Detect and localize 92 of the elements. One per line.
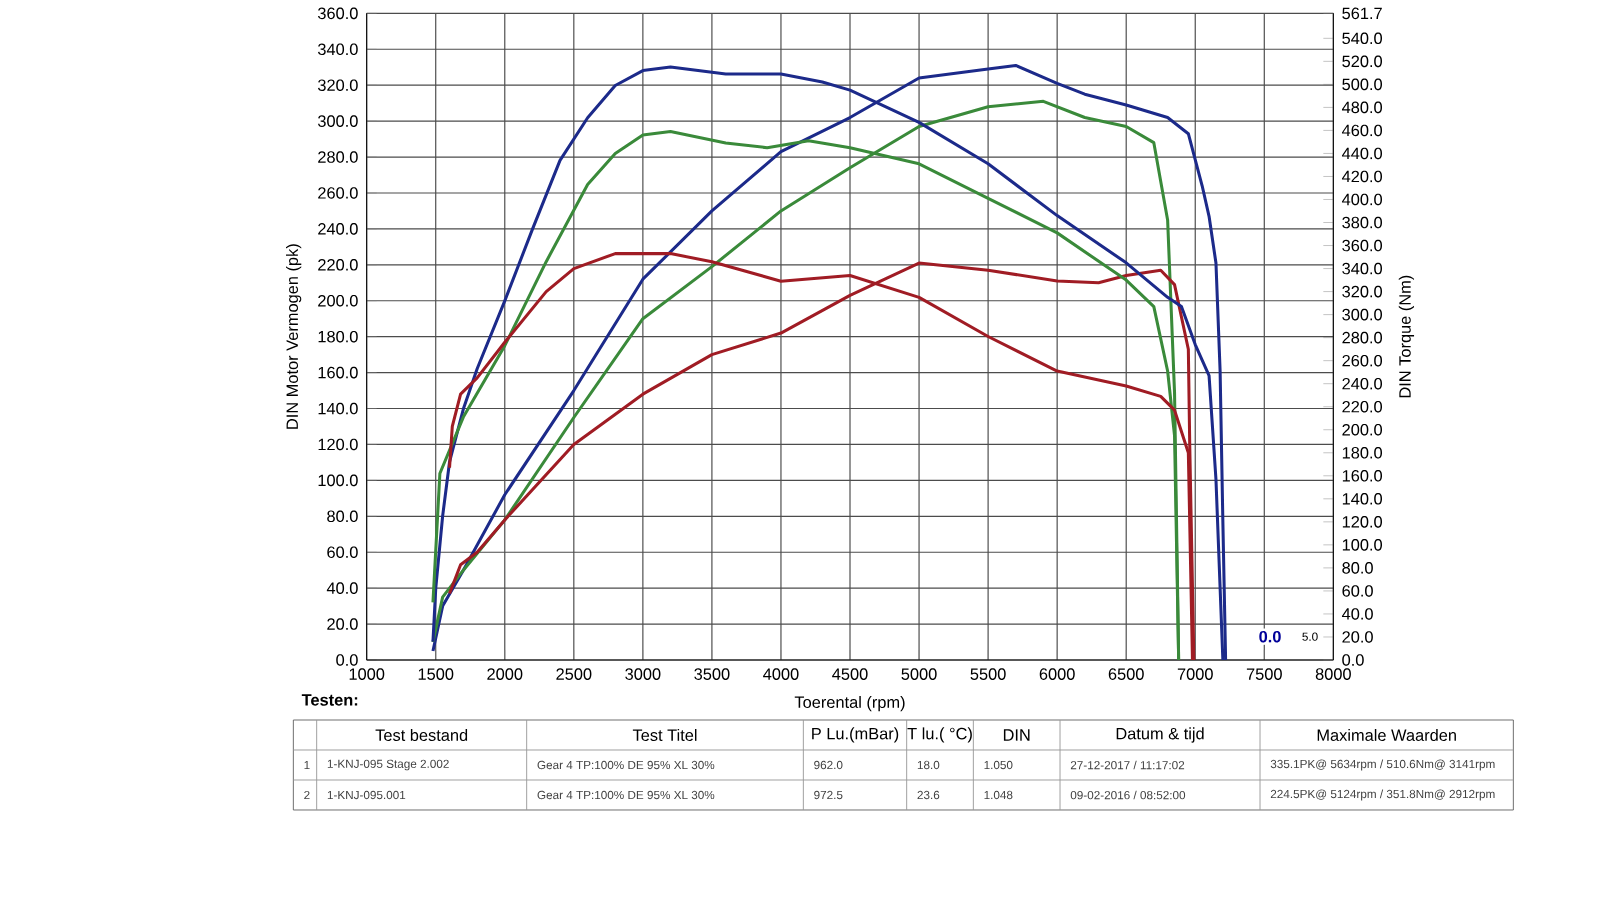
x-tick-label: 7500 [1246,668,1282,680]
text: Maximale Waarden [1317,728,1456,742]
y2-tick-label: 60.0 [1342,585,1373,597]
y-tick-label: 80.0 [327,510,358,523]
x-axis-title: Toerental (rpm) [794,695,905,712]
y2-tick-label: 100.0 [1342,539,1383,551]
y-tick-label: 360.0 [317,7,358,20]
text: T lu.( °C) [907,727,972,743]
y2-tick-label: 200.0 [1342,423,1383,436]
x-tick-label: 3000 [625,668,661,680]
y2-tick-label: 340.0 [1342,262,1383,275]
y-tick-label: 160.0 [318,366,358,379]
y2-tick-label: 240.0 [1342,377,1383,390]
y-tick-label: 60.0 [327,546,358,559]
annotation: 5.0 [1302,632,1318,641]
y-tick-label: 100.0 [318,474,358,487]
text: DIN [1003,729,1030,741]
y2-tick-label: 520.0 [1342,55,1383,68]
y-tick-label: 280.0 [318,151,358,163]
x-tick-label: 2000 [487,668,523,680]
y-tick-label: 240.0 [318,223,358,235]
text: 1-KNJ-095.001 [327,790,406,800]
y-tick-label: 20.0 [327,618,358,630]
y2-tick-label: 160.0 [1342,470,1383,482]
y-tick-label: 340.0 [317,43,358,56]
x-tick-label: 4000 [763,668,799,680]
text: 18.0 [917,760,940,770]
text: 224.5PK@ 5124rpm / 351.8Nm@ 2912rpm [1270,789,1495,801]
y2-tick-label: 440.0 [1341,147,1383,160]
y2-tick-label: 400.0 [1341,193,1383,206]
text: 1 [304,760,310,770]
x-tick-label: 7000 [1177,668,1213,680]
y2-tick-label: 20.0 [1342,631,1373,643]
y2-tick-label: 360.0 [1342,239,1383,252]
y2-tick-label: 140.0 [1342,493,1383,505]
x-tick-label: 8000 [1315,668,1351,680]
y-tick-label: 40.0 [326,582,358,594]
y2-tick-label: 180.0 [1342,446,1383,459]
x-tick-label: 3500 [694,668,730,680]
y-tick-label: 300.0 [317,115,358,127]
text: Datum & tijd [1116,727,1204,743]
text: 09-02-2016 / 08:52:00 [1070,790,1186,800]
y2-tick-label: 260.0 [1342,354,1383,367]
text: 962.0 [814,760,843,770]
text: 1-KNJ-095 Stage 2.002 [327,759,449,771]
text: 335.1PK@ 5634rpm / 510.6Nm@ 3141rpm [1270,759,1495,771]
y2-tick-label: 561.7 [1342,7,1382,20]
y2-axis-title: DIN Torque (Nm) [1398,275,1415,398]
x-tick-label: 6000 [1039,668,1075,680]
x-tick-label: 5000 [901,668,937,680]
x-tick-label: 2500 [556,668,592,680]
x-tick-label: 1500 [418,668,454,680]
y-tick-label: 220.0 [318,259,358,271]
x-tick-label: 4500 [832,668,868,680]
annotation: 0.0 [1259,630,1281,643]
text: Testen: [301,694,358,706]
y-tick-label: 320.0 [317,79,358,91]
text: 1.048 [984,790,1013,800]
text: Gear 4 TP:100% DE 95% XL 30% [537,760,715,770]
x-tick-label: 5500 [970,668,1006,680]
y2-tick-label: 220.0 [1342,400,1383,413]
y2-tick-label: 480.0 [1341,101,1383,114]
y2-tick-label: 280.0 [1342,331,1383,344]
y2-tick-label: 40.0 [1341,608,1373,620]
text: Test Titel [632,728,697,742]
text: Gear 4 TP:100% DE 95% XL 30% [537,790,715,800]
text: 23.6 [917,790,940,800]
y-tick-label: 140.0 [318,402,358,415]
y2-tick-label: 0.0 [1342,654,1364,666]
y-tick-label: 0.0 [336,654,358,666]
y2-tick-label: 80.0 [1342,562,1373,574]
y2-tick-label: 380.0 [1342,216,1383,229]
text: P Lu.(mBar) [812,727,899,743]
y2-tick-label: 320.0 [1342,285,1383,298]
y-tick-label: 120.0 [318,438,358,451]
text: 972.5 [814,790,843,800]
y2-tick-label: 460.0 [1341,124,1383,137]
x-tick-label: 1000 [349,668,385,680]
y2-tick-label: 300.0 [1342,308,1383,321]
y-axis-title: DIN Motor Vermogen (pk) [286,244,302,429]
text: 27-12-2017 / 11:17:02 [1070,760,1185,770]
text: 2 [304,790,310,800]
text: Test bestand [375,728,468,742]
y-tick-label: 180.0 [318,330,358,343]
y2-tick-label: 540.0 [1342,32,1383,45]
text: 1.050 [984,760,1013,770]
y-tick-label: 200.0 [318,294,358,307]
y2-tick-label: 500.0 [1342,78,1383,91]
y2-tick-label: 420.0 [1341,170,1383,183]
y2-tick-label: 120.0 [1342,516,1383,528]
y-tick-label: 260.0 [318,187,358,199]
x-tick-label: 6500 [1108,668,1144,680]
